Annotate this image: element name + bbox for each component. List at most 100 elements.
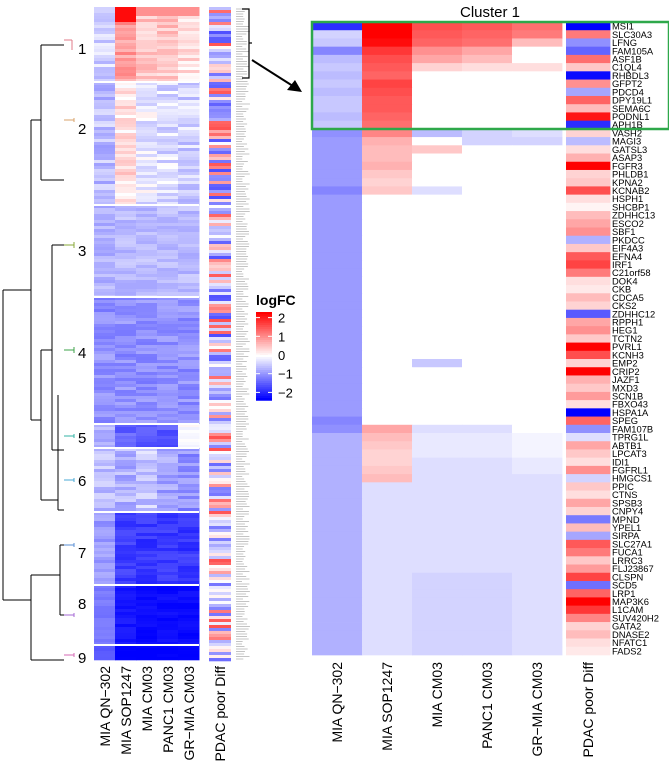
heatmap-cell	[566, 359, 611, 368]
overview-cell	[115, 127, 137, 131]
overview-cell	[157, 545, 179, 549]
overview-cell	[178, 121, 200, 125]
overview-cell	[157, 136, 179, 140]
heatmap-cell	[412, 457, 463, 467]
heatmap-cell	[362, 523, 413, 533]
detail-col-label: MIA CM03	[429, 662, 445, 728]
overview-cell	[136, 115, 158, 119]
overview-cell	[94, 232, 116, 236]
heatmap-cell	[312, 95, 363, 105]
heatmap-cell	[412, 87, 463, 97]
overview-cell	[94, 139, 116, 143]
overview-cell	[115, 211, 137, 215]
heatmap-cell	[566, 457, 611, 467]
overview-cell	[136, 82, 158, 86]
overview-pdac-cell	[209, 265, 231, 269]
overview-pdac-cell	[209, 478, 231, 482]
overview-cell	[136, 91, 158, 95]
overview-pdac-cell	[209, 547, 231, 551]
heatmap-cell	[512, 400, 563, 409]
heatmap-cell	[512, 128, 563, 138]
heatmap-cell	[512, 112, 563, 122]
overview-cell	[94, 384, 116, 388]
overview-cell	[94, 594, 116, 598]
overview-cell	[115, 645, 137, 649]
heatmap-cell	[312, 416, 363, 426]
overview-pdac-cell	[209, 61, 231, 65]
overview-pdac-cell	[209, 43, 231, 47]
overview-pdac-cell	[209, 193, 231, 197]
overview-cell	[178, 408, 200, 412]
heatmap-cell	[312, 46, 363, 56]
overview-cell	[136, 585, 158, 589]
overview-cell	[157, 256, 179, 260]
heatmap-cell	[462, 104, 513, 113]
heatmap-cell	[312, 219, 363, 228]
overview-cell	[136, 232, 158, 236]
overview-cell	[157, 157, 179, 161]
overview-cell	[178, 339, 200, 343]
overview-cell	[178, 37, 200, 41]
heatmap-cell	[566, 285, 611, 294]
heatmap-cell	[462, 38, 513, 48]
overview-cell	[136, 524, 158, 528]
overview-cell	[178, 220, 200, 224]
legend-gradient-step	[256, 387, 272, 390]
heatmap-cell	[312, 293, 363, 302]
overview-pdac-cell	[209, 622, 231, 626]
heatmap-cell	[566, 334, 611, 343]
heatmap-cell	[566, 120, 611, 130]
gene-label: PPIC	[612, 481, 634, 492]
overview-cell	[157, 277, 179, 281]
overview-pdac-cell	[209, 334, 231, 338]
overview-cell	[136, 414, 158, 418]
overview-cell	[157, 515, 179, 519]
heatmap-cell	[512, 391, 563, 401]
overview-cell	[94, 199, 116, 203]
overview-cell	[178, 630, 200, 634]
overview-cell	[115, 600, 137, 604]
overview-cell	[157, 85, 179, 89]
overview-cell	[136, 460, 158, 464]
overview-cell	[157, 97, 179, 101]
overview-cell	[94, 55, 116, 59]
overview-cell	[178, 10, 200, 14]
heatmap-cell	[566, 54, 611, 64]
overview-cell	[94, 321, 116, 325]
heatmap-cell	[462, 531, 513, 541]
overview-cell	[115, 530, 137, 534]
overview-pdac-cell	[209, 418, 231, 422]
overview-cell	[157, 566, 179, 570]
heatmap-cell	[412, 235, 463, 245]
heatmap-cell	[412, 219, 463, 228]
heatmap-cell	[362, 531, 413, 541]
overview-cell	[94, 130, 116, 134]
overview-cell	[178, 545, 200, 549]
heatmap-cell	[312, 605, 363, 615]
overview-cell	[94, 518, 116, 522]
overview-cell	[94, 569, 116, 573]
overview-cell	[178, 241, 200, 245]
gene-label: SLC30A3	[612, 29, 652, 40]
overview-pdac-cell	[209, 319, 231, 323]
overview-pdac-cell	[209, 382, 231, 386]
heatmap-cell	[312, 79, 363, 89]
overview-pdac-cell	[209, 208, 231, 212]
overview-cell	[136, 417, 158, 421]
overview-cell	[157, 37, 179, 41]
overview-cell	[136, 268, 158, 272]
heatmap-cell	[512, 87, 563, 97]
heatmap-cell	[566, 95, 611, 105]
overview-cell	[136, 292, 158, 296]
overview-cell	[178, 502, 200, 506]
overview-cell	[94, 300, 116, 304]
heatmap-cell	[512, 235, 563, 245]
overview-pdac-cell	[209, 526, 231, 530]
overview-cell	[157, 22, 179, 26]
gene-label: HEG1	[612, 325, 638, 336]
overview-pdac-cell	[209, 607, 231, 611]
overview-cell	[115, 578, 137, 582]
overview-cell	[157, 460, 179, 464]
overview-cell	[178, 244, 200, 248]
overview-pdac-cell	[209, 550, 231, 554]
